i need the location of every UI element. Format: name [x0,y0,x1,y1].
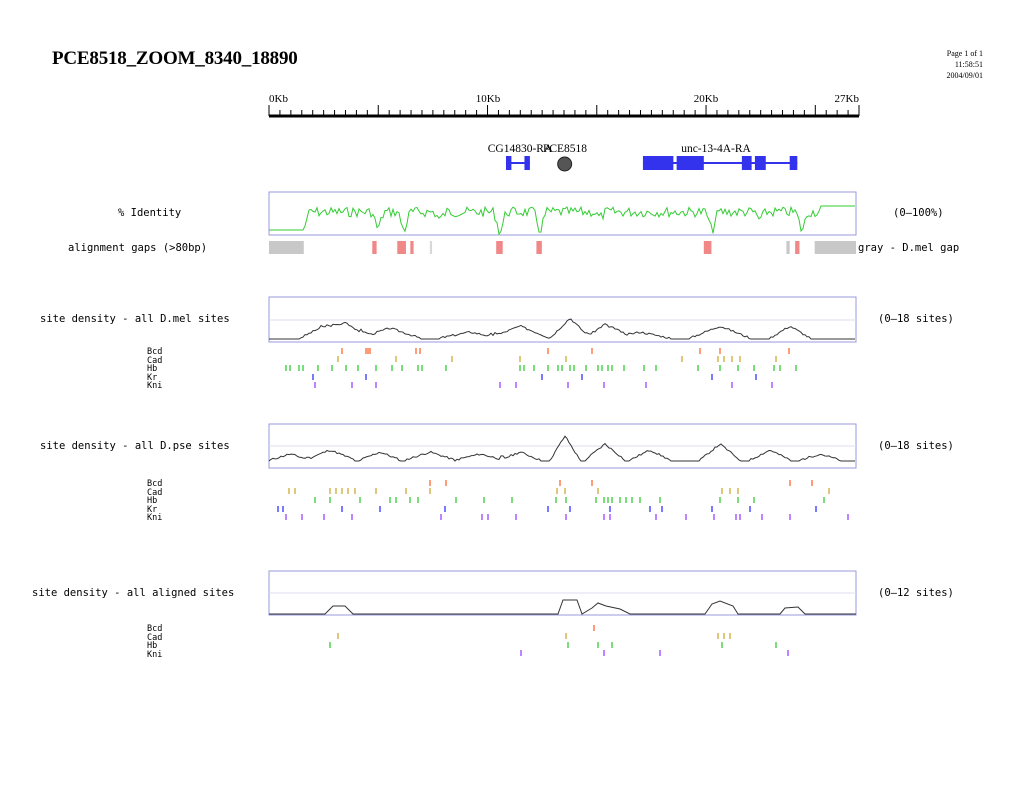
gap-red [372,241,377,254]
page-time: 11:58:51 [954,60,983,69]
tf-label-cad: Cad [147,632,163,643]
gap-light [429,241,433,254]
dpse-density-label: site density - all D.pse sites [40,440,230,452]
page-number: Page 1 of 1 [946,49,983,58]
tf-label-cad: Cad [147,487,163,498]
gene-exon [642,156,674,170]
identity-line [269,205,855,236]
axis-tick-label: 27Kb [835,93,860,105]
aligned-density-line [269,599,856,615]
gene-exon [741,156,752,170]
tf-label-hb: Hb [147,364,158,374]
dmel-density-label: site density - all D.mel sites [40,313,230,325]
tf-label-kni: Kni [147,513,163,523]
page-title: PCE8518_ZOOM_8340_18890 [52,48,298,69]
tf-label-kni: Kni [147,381,163,391]
gene-exon [676,156,704,170]
tf-label-bcd: Bcd [147,479,163,489]
axis-tick-label: 10Kb [476,93,501,105]
gene-exon [505,156,512,170]
aligned-density-label: site density - all aligned sites [32,587,235,599]
gap-red [496,241,503,254]
dmel-density-line [269,318,855,340]
identity-track-box [268,191,857,236]
tf-label-hb: Hb [147,641,158,651]
axis-tick-label: 0Kb [269,93,288,105]
gaps-legend: gray - D.mel gap [858,242,960,254]
tf-label-hb: Hb [147,496,158,506]
aligned-density-range: (0–12 sites) [878,587,954,599]
page-info: Page 1 of 1 11:58:51 2004/09/01 [947,48,983,81]
gap-dmel-gray [269,241,304,254]
gene-label-unc13: unc-13-4A-RA [681,143,751,155]
identity-range: (0–100%) [893,207,944,219]
tf-label-bcd: Bcd [147,347,163,357]
gaps-label: alignment gaps (>80bp) [68,242,208,254]
tf-labels-aligned: Bcd Cad Hb Kni [147,625,162,659]
gap-red [410,241,414,254]
element-label-pce8518: PCE8518 [543,143,587,155]
dpse-density-line [268,435,855,462]
gene-exon [789,156,798,170]
tf-label-bcd: Bcd [147,624,163,634]
gene-exon [754,156,766,170]
tf-labels-dpse: Bcd Cad Hb Kr Kni [147,480,162,523]
tf-label-cad: Cad [147,355,163,366]
gap-red [703,241,712,254]
tf-label-kr: Kr [147,372,158,383]
gap-red [397,241,406,254]
tf-label-kr: Kr [147,504,158,515]
gap-red [795,241,800,254]
gap-red [536,241,542,254]
dmel-density-range: (0–18 sites) [878,313,954,325]
gene-label-cg14830: CG14830-RA [488,143,553,155]
gap-dmel-gray [814,241,856,254]
axis-tick-label: 20Kb [694,93,719,105]
page-date: 2004/09/01 [946,71,983,80]
gene-exon [524,156,530,170]
tf-label-kni: Kni [147,649,163,660]
gap-dmel-gray [786,241,790,254]
element-marker-pce8518 [557,156,573,172]
dpse-density-range: (0–18 sites) [878,440,954,452]
identity-label: % Identity [118,207,182,219]
tf-labels-dmel: Bcd Cad Hb Kr Kni [147,348,162,391]
